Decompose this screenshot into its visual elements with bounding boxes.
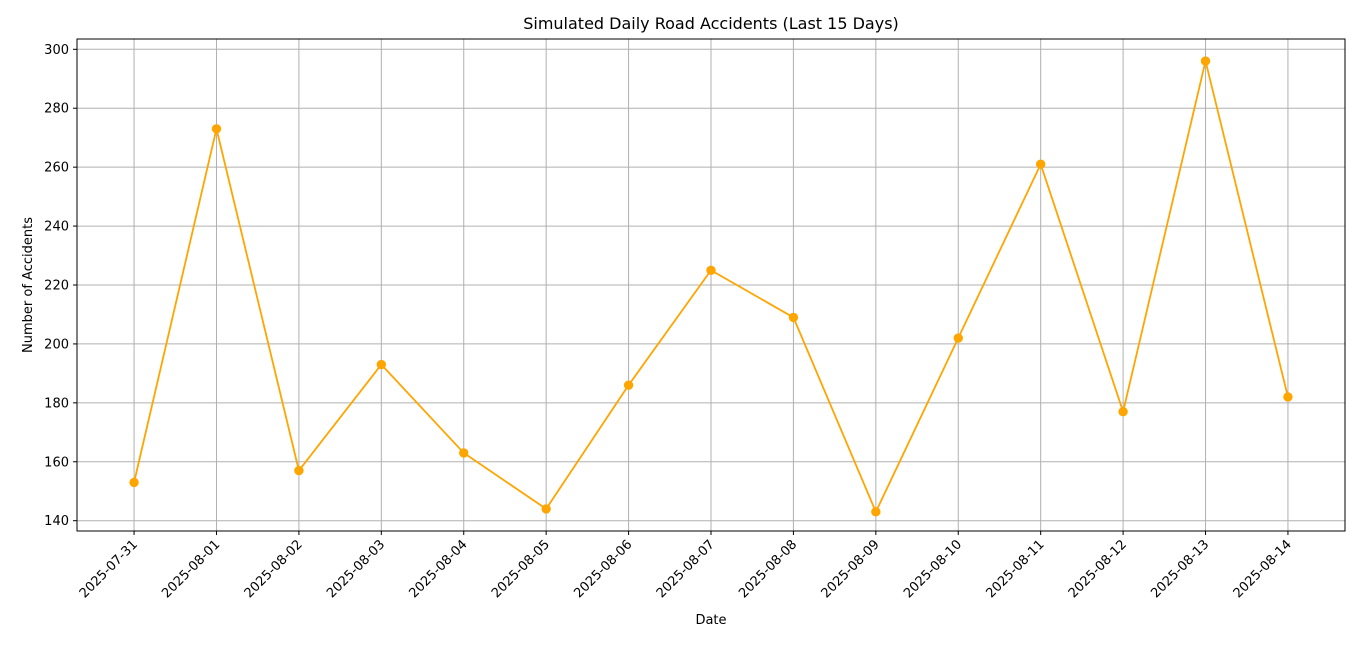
x-tick-label: 2025-08-10 bbox=[901, 537, 965, 601]
x-tick-label: 2025-08-07 bbox=[654, 537, 718, 601]
y-tick-label: 280 bbox=[44, 102, 69, 117]
x-axis-label: Date bbox=[695, 613, 726, 628]
x-tick-label: 2025-08-02 bbox=[242, 537, 306, 601]
chart-title: Simulated Daily Road Accidents (Last 15 … bbox=[523, 14, 899, 33]
data-point bbox=[871, 507, 881, 517]
data-point bbox=[459, 448, 469, 458]
grid-layer bbox=[77, 39, 1345, 531]
x-tick-label: 2025-08-12 bbox=[1066, 537, 1130, 601]
data-point bbox=[706, 265, 716, 275]
x-tick-label: 2025-08-05 bbox=[489, 537, 553, 601]
x-tick-label: 2025-08-08 bbox=[736, 537, 800, 601]
data-point bbox=[953, 333, 963, 343]
data-point bbox=[376, 359, 387, 370]
x-tick-label: 2025-08-06 bbox=[571, 537, 635, 601]
x-tick-label: 2025-08-03 bbox=[324, 537, 388, 601]
y-tick-label: 260 bbox=[44, 161, 69, 176]
y-tick-label: 300 bbox=[44, 43, 69, 58]
y-tick-label: 240 bbox=[44, 220, 69, 235]
data-point bbox=[788, 312, 799, 323]
y-tick-label: 160 bbox=[44, 455, 69, 470]
data-point bbox=[1118, 406, 1128, 417]
x-tick-label: 2025-07-31 bbox=[77, 537, 141, 601]
x-tick-label: 2025-08-11 bbox=[983, 537, 1047, 601]
series-layer bbox=[129, 56, 1293, 517]
y-axis-label: Number of Accidents bbox=[21, 217, 36, 353]
data-point bbox=[541, 504, 551, 514]
y-tick-label: 200 bbox=[44, 337, 69, 352]
y-tick-label: 180 bbox=[44, 396, 69, 411]
data-point bbox=[1200, 56, 1211, 66]
x-tick-label: 2025-08-09 bbox=[819, 537, 883, 601]
x-tick-label: 2025-08-04 bbox=[407, 537, 471, 601]
data-point bbox=[1283, 392, 1293, 402]
tick-layer: 2025-07-31 2025-08-01 2025-08-02 2025-08-03… bbox=[44, 43, 1295, 601]
y-tick-label: 220 bbox=[44, 279, 69, 294]
x-tick-label: 2025-08-01 bbox=[159, 537, 223, 601]
data-point bbox=[129, 477, 139, 488]
data-point bbox=[294, 465, 304, 476]
data-point bbox=[623, 380, 634, 390]
x-tick-label: 2025-08-13 bbox=[1148, 537, 1212, 601]
x-tick-label: 2025-08-14 bbox=[1231, 537, 1295, 601]
y-tick-label: 140 bbox=[44, 514, 69, 529]
data-point bbox=[1035, 159, 1046, 169]
data-point bbox=[211, 124, 222, 134]
